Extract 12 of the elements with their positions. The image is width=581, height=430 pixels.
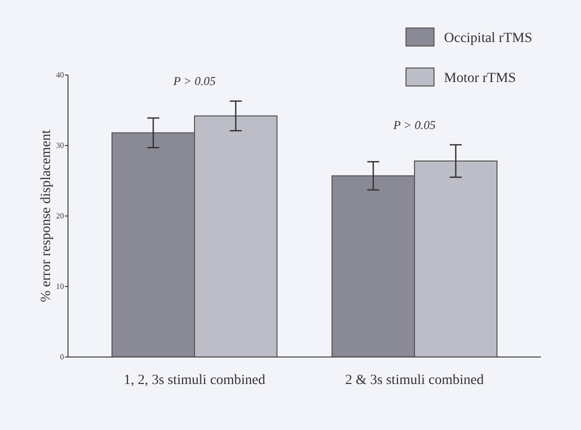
y-tick-label: 20: [56, 212, 64, 221]
annotation: P > 0.05: [172, 74, 216, 88]
annotation: P > 0.05: [392, 118, 436, 132]
y-axis-title: % error response displacement: [39, 130, 54, 302]
y-tick-label: 0: [60, 352, 64, 362]
legend-label: Occipital rTMS: [444, 31, 532, 46]
y-tick-label: 30: [56, 141, 64, 150]
x-tick-label: 2 & 3s stimuli combined: [345, 373, 484, 388]
y-tick-label: 10: [56, 282, 64, 292]
legend-label: Motor rTMS: [444, 71, 516, 86]
y-tick-label: 40: [56, 70, 64, 80]
x-tick-label: 1, 2, 3s stimuli combined: [124, 373, 266, 388]
